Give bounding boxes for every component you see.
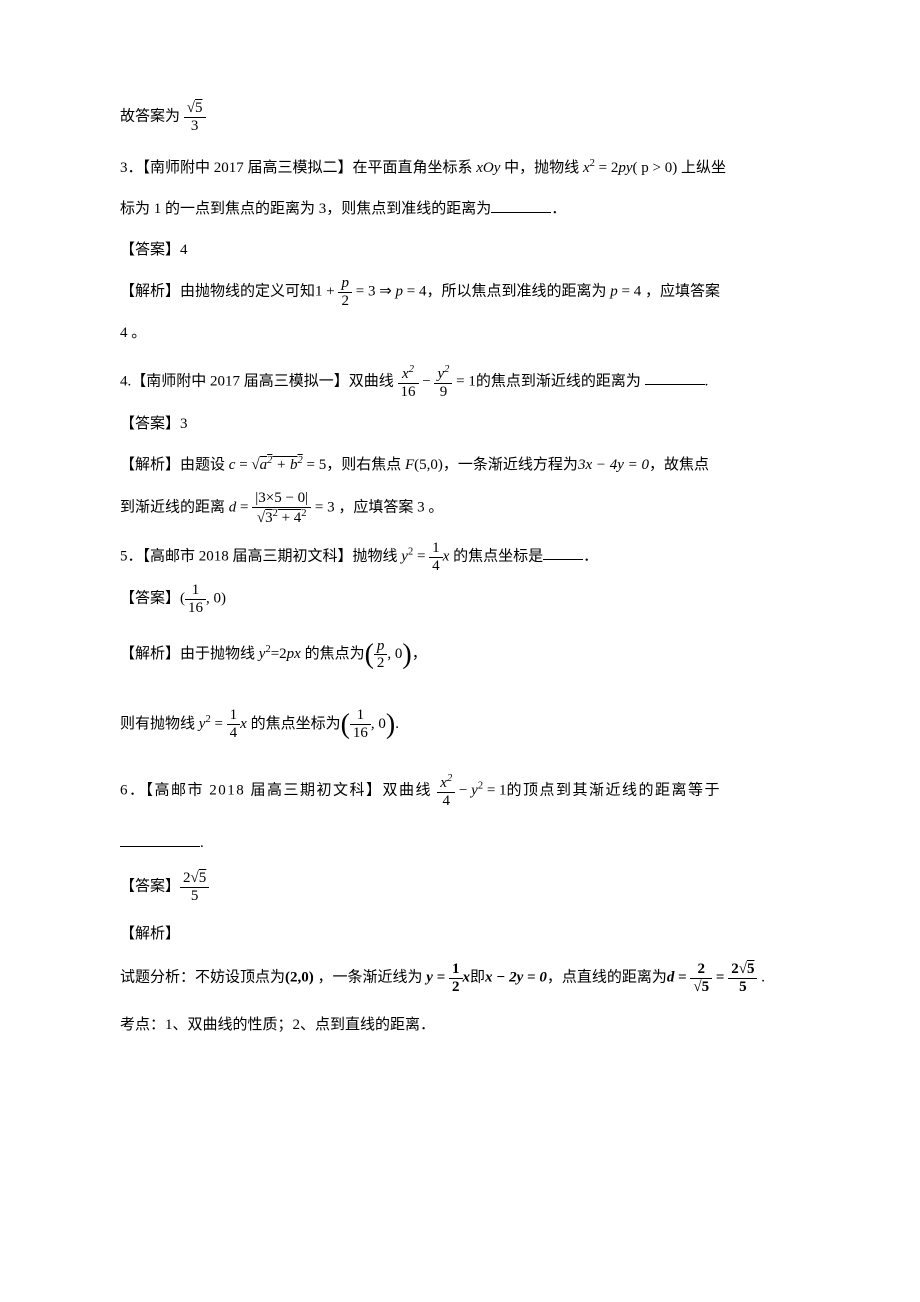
q6-blank (120, 832, 200, 847)
q5-explain-l2: 则有抛物线 y2 = 14x 的焦点坐标为(116, 0). (120, 694, 800, 756)
sqrt: √ (187, 100, 195, 116)
q4-blank (645, 370, 705, 385)
q3-line2: 标为 1 的一点到焦点的距离为 3，则焦点到准线的距离为． (120, 193, 800, 226)
q3-line1: 3．【南师附中 2017 届高三模拟二】在平面直角坐标系 xOy 中，抛物线 x… (120, 152, 800, 185)
intro-frac: √5 3 (184, 100, 206, 134)
q4-explain-l1: 【解析】由题设 c = √a2 + b2 = 5，则右焦点 F(5,0)，一条渐… (120, 449, 800, 482)
q3-blank (491, 198, 551, 213)
q6-blank-line: . (120, 827, 800, 860)
q3-four: 4 。 (120, 317, 800, 350)
q6-line1: 6．【高邮市 2018 届高三期初文科】双曲线 x24 − y2 = 1的顶点到… (120, 773, 800, 809)
q4-answer: 【答案】3 (120, 408, 800, 441)
q4-line1: 4.【南师附中 2017 届高三模拟一】双曲线 x216 − y29 = 1的焦… (120, 364, 800, 400)
q5-answer: 【答案】(116, 0) (120, 582, 800, 616)
intro-prefix: 故答案为 (120, 108, 180, 124)
q5-blank (543, 545, 583, 560)
q4-explain-l2: 到渐近线的距离 d = |3×5 − 0|√32 + 42 = 3 ，应填答案 … (120, 490, 800, 526)
q3-answer: 【答案】4 (120, 234, 800, 267)
q6-analysis: 试题分析：不妨设顶点为(2,0) ，一条渐近线为 y = 12x即x − 2y … (120, 961, 800, 995)
q6-topic: 考点：1、双曲线的性质；2、点到直线的距离． (120, 1009, 800, 1042)
q3-explain: 【解析】由抛物线的定义可知1 + p2 = 3 ⇒ p = 4，所以焦点到准线的… (120, 275, 800, 309)
q5-line1: 5．【高邮市 2018 届高三期初文科】抛物线 y2 = 14x 的焦点坐标是． (120, 540, 800, 574)
q5-explain-l1: 【解析】由于抛物线 y2=2px 的焦点为(p2, 0)， (120, 624, 800, 686)
sqrt: √ (251, 457, 259, 473)
intro-line: 故答案为 √5 3 (120, 100, 800, 134)
q6-answer: 【答案】2√55 (120, 870, 800, 904)
q6-explain-label: 【解析】 (120, 918, 800, 951)
